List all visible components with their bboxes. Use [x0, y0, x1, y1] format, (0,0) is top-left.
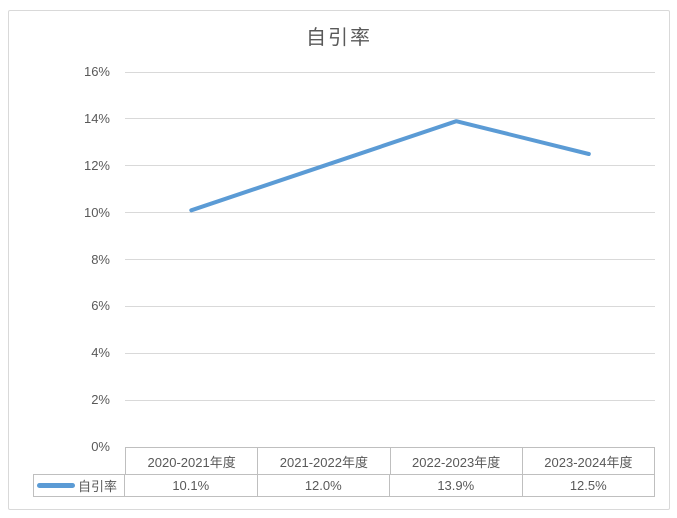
table-header-cell: 2020-2021年度	[125, 447, 259, 475]
table-header-cell: 2023-2024年度	[522, 447, 655, 475]
series-line-marker	[37, 483, 75, 488]
table-header-cell: 2022-2023年度	[390, 447, 523, 475]
table-header-cell: 2021-2022年度	[258, 447, 391, 475]
data-table-header-row: 2020-2021年度 2021-2022年度 2022-2023年度 2023-20…	[125, 447, 655, 475]
chart-title: 自引率	[306, 27, 372, 49]
legend-key: 自引率	[33, 474, 125, 497]
data-table-value-row: 自引率 10.1% 12.0% 13.9% 12.5%	[33, 474, 655, 497]
table-value-cell: 10.1%	[125, 474, 258, 497]
table-value-cell: 12.5%	[522, 474, 655, 497]
table-value-cell: 13.9%	[390, 474, 523, 497]
chart-frame	[8, 10, 670, 510]
series-line	[189, 119, 591, 213]
table-value-cell: 12.0%	[257, 474, 390, 497]
legend-series-label: 自引率	[78, 479, 118, 494]
